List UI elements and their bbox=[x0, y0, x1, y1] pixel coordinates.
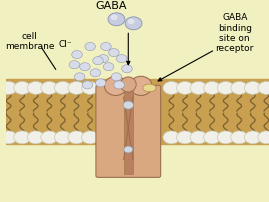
Bar bbox=[123, 87, 133, 174]
Circle shape bbox=[27, 131, 44, 144]
Circle shape bbox=[54, 82, 71, 95]
Circle shape bbox=[101, 43, 111, 51]
Circle shape bbox=[245, 131, 261, 144]
Ellipse shape bbox=[104, 77, 127, 96]
Circle shape bbox=[82, 81, 93, 89]
Circle shape bbox=[41, 82, 58, 95]
Circle shape bbox=[111, 73, 122, 81]
Circle shape bbox=[176, 82, 193, 95]
Ellipse shape bbox=[130, 77, 152, 96]
Circle shape bbox=[41, 131, 58, 144]
Circle shape bbox=[204, 131, 221, 144]
Circle shape bbox=[111, 16, 117, 20]
Circle shape bbox=[109, 49, 119, 57]
Circle shape bbox=[122, 65, 132, 73]
Circle shape bbox=[125, 18, 142, 31]
Circle shape bbox=[108, 14, 125, 27]
Circle shape bbox=[204, 82, 221, 95]
Circle shape bbox=[14, 82, 31, 95]
Text: GABA: GABA bbox=[95, 1, 127, 11]
Circle shape bbox=[103, 63, 114, 71]
Ellipse shape bbox=[121, 78, 136, 93]
Circle shape bbox=[0, 82, 17, 95]
Circle shape bbox=[217, 131, 234, 144]
Text: cell
membrane: cell membrane bbox=[5, 32, 54, 51]
Circle shape bbox=[27, 82, 44, 95]
Circle shape bbox=[93, 57, 103, 65]
Circle shape bbox=[258, 82, 269, 95]
Circle shape bbox=[116, 55, 127, 63]
Circle shape bbox=[0, 131, 17, 144]
Text: Cl⁻: Cl⁻ bbox=[58, 40, 72, 49]
Ellipse shape bbox=[143, 85, 156, 92]
FancyBboxPatch shape bbox=[96, 86, 161, 178]
Circle shape bbox=[231, 82, 248, 95]
Bar bbox=[6, 80, 269, 144]
Circle shape bbox=[217, 82, 234, 95]
Circle shape bbox=[245, 82, 261, 95]
Circle shape bbox=[80, 63, 90, 71]
Circle shape bbox=[258, 131, 269, 144]
Text: GABA
binding
site on
receptor: GABA binding site on receptor bbox=[216, 13, 254, 53]
Circle shape bbox=[82, 82, 98, 95]
Circle shape bbox=[68, 82, 85, 95]
Circle shape bbox=[190, 131, 207, 144]
Circle shape bbox=[14, 131, 31, 144]
Circle shape bbox=[95, 79, 106, 87]
Circle shape bbox=[176, 131, 193, 144]
Circle shape bbox=[54, 131, 71, 144]
Circle shape bbox=[114, 81, 124, 89]
Circle shape bbox=[74, 73, 85, 81]
Circle shape bbox=[90, 69, 101, 77]
Circle shape bbox=[231, 131, 248, 144]
Circle shape bbox=[190, 82, 207, 95]
Circle shape bbox=[82, 131, 98, 144]
Circle shape bbox=[163, 131, 180, 144]
Circle shape bbox=[124, 146, 133, 153]
Circle shape bbox=[98, 55, 109, 63]
Circle shape bbox=[123, 102, 133, 109]
Circle shape bbox=[72, 51, 82, 59]
Circle shape bbox=[129, 20, 134, 24]
Circle shape bbox=[68, 131, 85, 144]
Circle shape bbox=[69, 61, 80, 69]
Circle shape bbox=[85, 43, 95, 51]
Circle shape bbox=[163, 82, 180, 95]
